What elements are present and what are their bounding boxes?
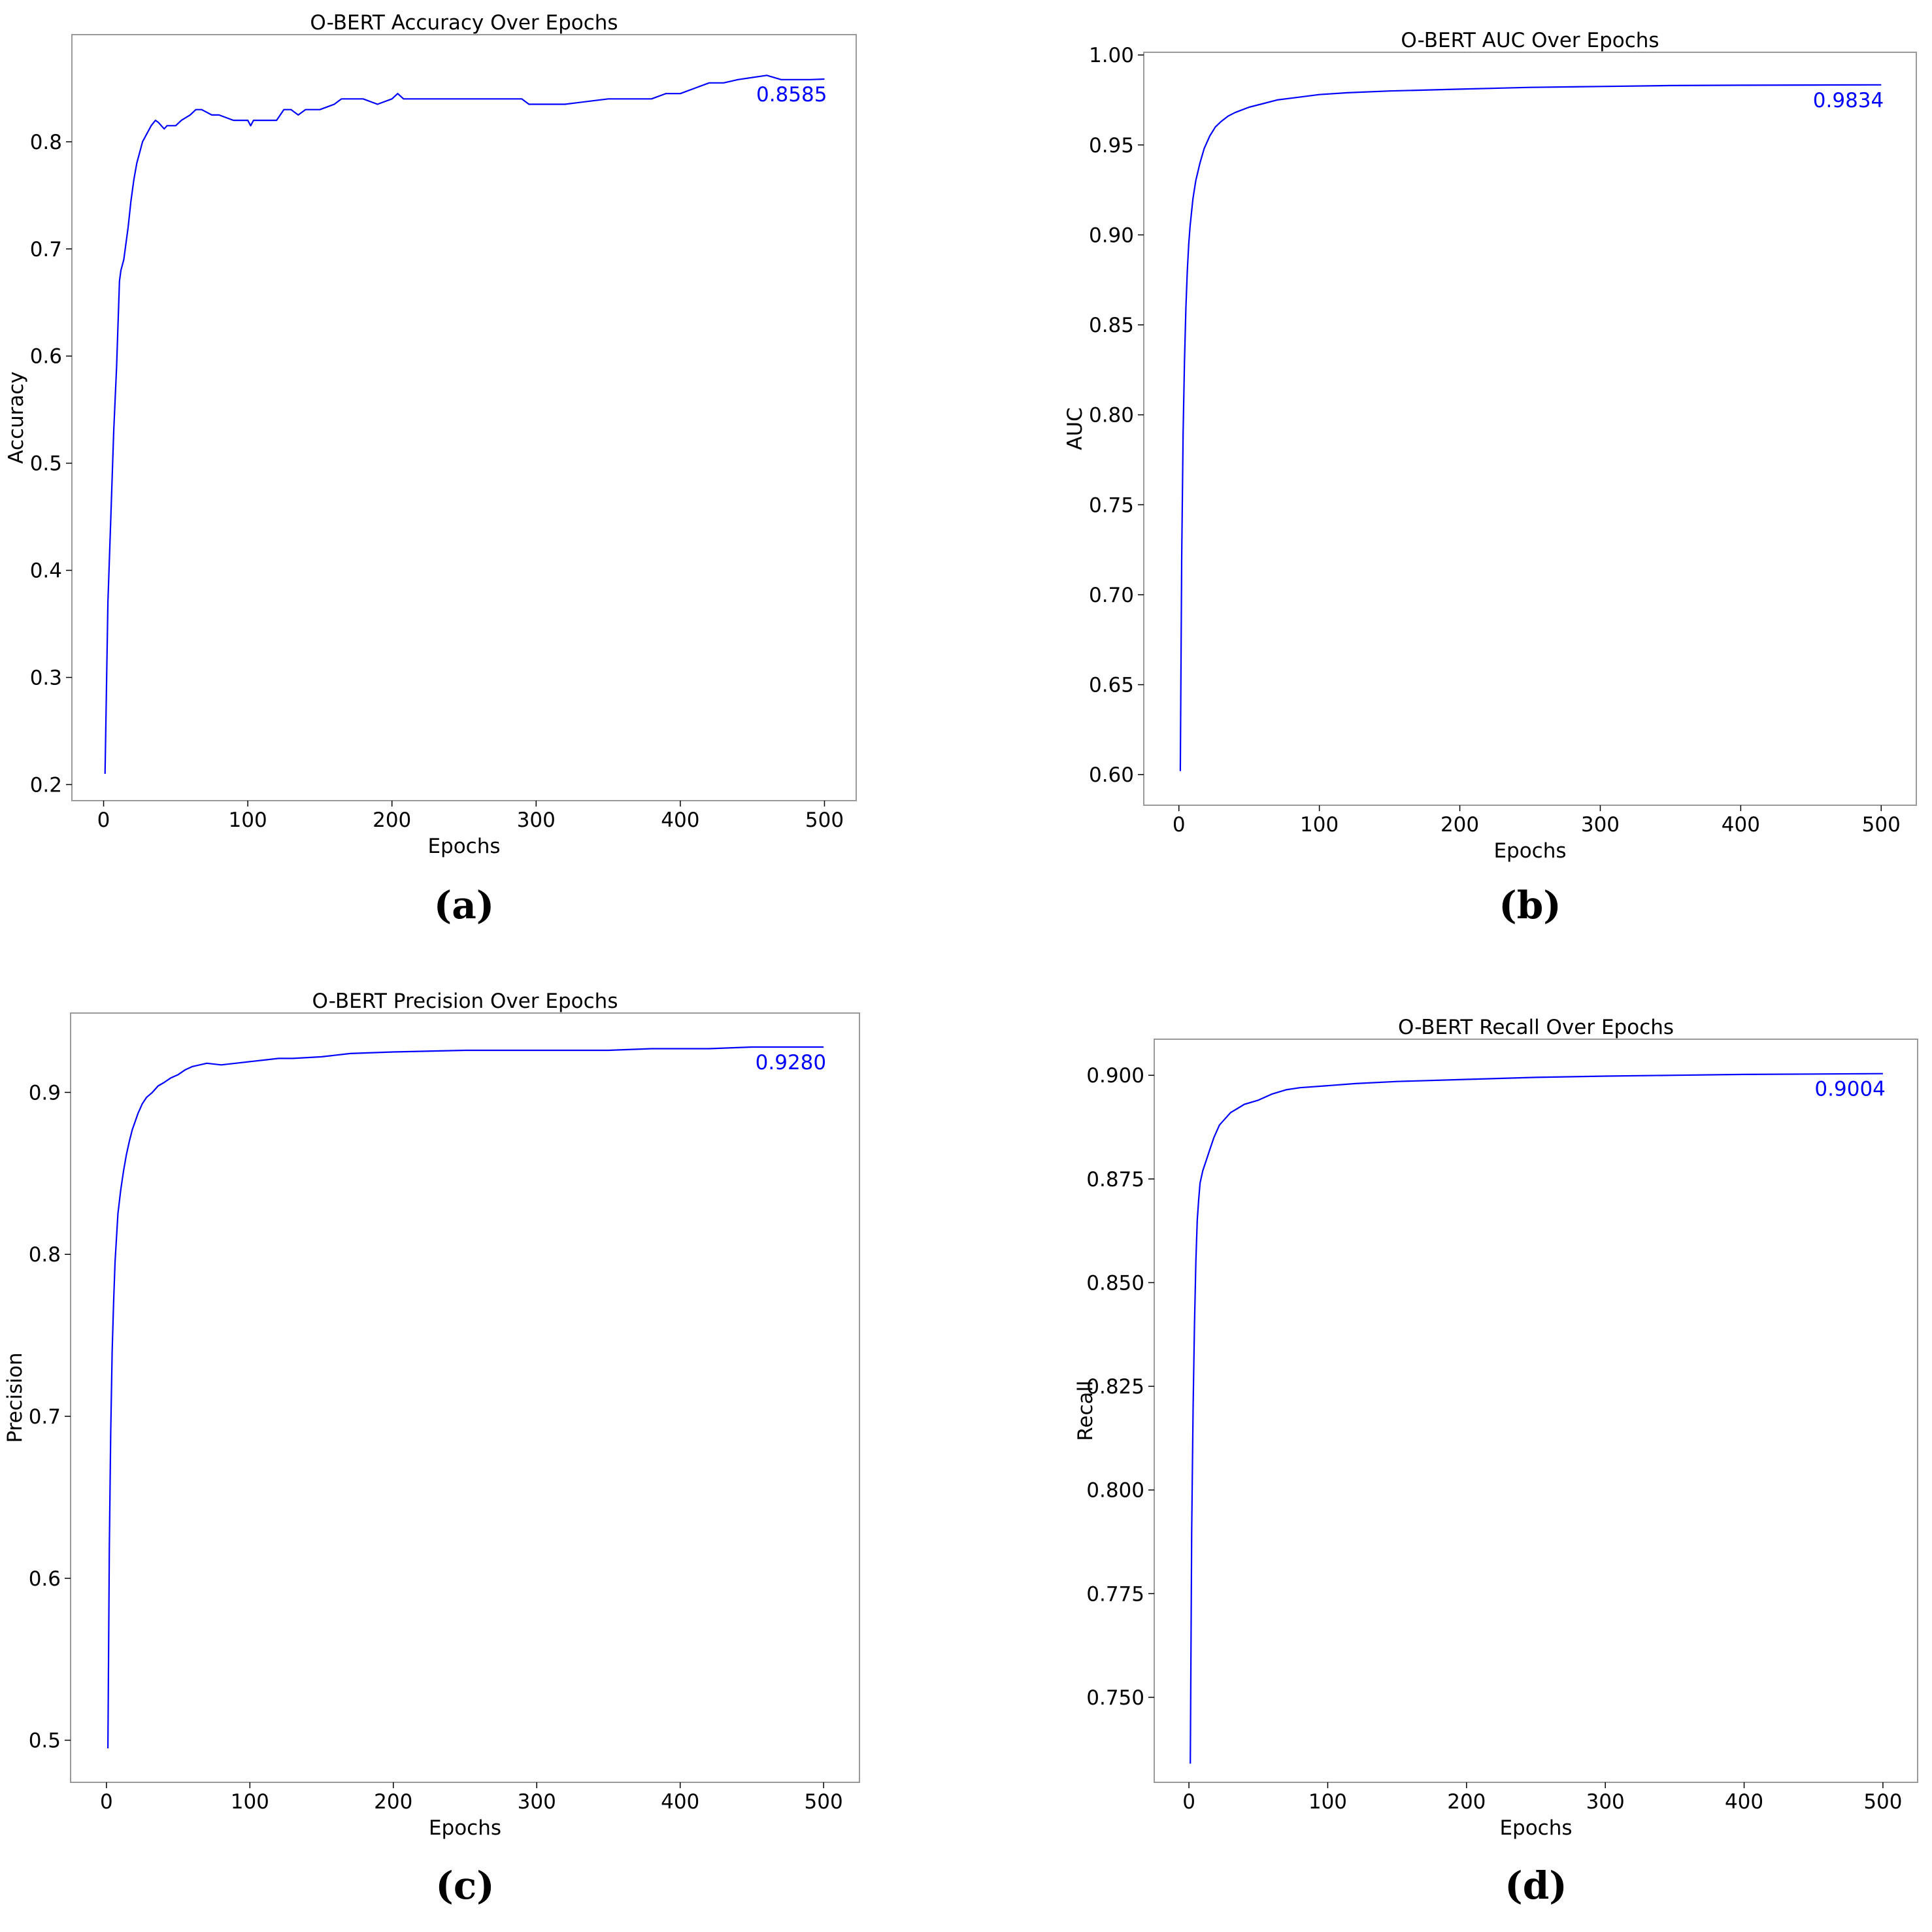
x-tick-label: 500 xyxy=(1863,1790,1902,1814)
y-axis-label: Accuracy xyxy=(5,371,28,464)
x-tick-label: 200 xyxy=(1447,1790,1486,1814)
y-tick-label: 0.65 xyxy=(1089,674,1134,697)
panel-label: (c) xyxy=(435,1863,494,1908)
chart-title: O-BERT AUC Over Epochs xyxy=(1401,29,1659,52)
chart-title: O-BERT Accuracy Over Epochs xyxy=(310,11,618,35)
chart-title: O-BERT Recall Over Epochs xyxy=(1398,1016,1674,1039)
series-line xyxy=(1179,84,1882,771)
x-tick-label: 400 xyxy=(661,1790,699,1814)
y-tick-label: 0.95 xyxy=(1089,134,1134,158)
y-tick-label: 0.775 xyxy=(1086,1582,1144,1606)
y-tick-label: 0.6 xyxy=(30,345,62,369)
x-tick-label: 0 xyxy=(97,808,110,832)
y-tick-label: 0.7 xyxy=(30,238,62,261)
y-tick-label: 0.75 xyxy=(1089,493,1134,517)
y-tick-label: 0.70 xyxy=(1089,584,1134,607)
chart-title: O-BERT Precision Over Epochs xyxy=(312,990,618,1013)
x-tick-label: 200 xyxy=(373,808,411,832)
x-tick-label: 300 xyxy=(517,808,556,832)
x-tick-label: 300 xyxy=(518,1790,556,1814)
y-tick-label: 0.850 xyxy=(1086,1271,1144,1295)
y-tick-label: 0.60 xyxy=(1089,763,1134,787)
y-tick-label: 0.3 xyxy=(30,666,62,690)
y-tick-label: 0.8 xyxy=(29,1243,61,1267)
x-tick-label: 300 xyxy=(1581,813,1620,837)
series-line xyxy=(107,1046,824,1749)
x-tick-label: 500 xyxy=(805,808,844,832)
x-tick-label: 500 xyxy=(805,1790,843,1814)
chart-panel: 0 100 200 300 400 500 0.5 0.6 0.7 0.8 0.9 O-BERT Pr… xyxy=(3,990,860,1908)
panel-label: (b) xyxy=(1499,883,1561,927)
x-tick-label: 0 xyxy=(1182,1790,1195,1814)
y-tick-label: 0.6 xyxy=(29,1567,61,1591)
x-tick-label: 500 xyxy=(1862,813,1901,837)
y-tick-label: 0.5 xyxy=(30,452,62,476)
x-tick-label: 100 xyxy=(229,808,267,832)
y-tick-label: 0.7 xyxy=(29,1405,61,1429)
y-tick-label: 1.00 xyxy=(1089,44,1134,67)
x-axis-label: Epochs xyxy=(1493,839,1566,863)
y-tick-label: 0.8 xyxy=(30,131,62,154)
final-value-label: 0.9834 xyxy=(1813,89,1884,112)
y-tick-label: 0.825 xyxy=(1086,1375,1144,1399)
x-tick-label: 300 xyxy=(1586,1790,1625,1814)
x-tick-label: 100 xyxy=(1300,813,1339,837)
y-tick-label: 0.9 xyxy=(29,1081,61,1105)
plot-frame xyxy=(1154,1039,1918,1783)
x-tick-label: 0 xyxy=(100,1790,113,1814)
x-tick-label: 400 xyxy=(1722,813,1760,837)
final-value-label: 0.9004 xyxy=(1814,1078,1885,1101)
final-value-label: 0.9280 xyxy=(756,1051,826,1074)
panel-label: (a) xyxy=(434,883,494,927)
plot-frame xyxy=(1143,52,1917,806)
final-value-label: 0.8585 xyxy=(756,83,827,107)
x-axis-label: Epochs xyxy=(427,835,500,858)
y-tick-label: 0.80 xyxy=(1089,404,1134,427)
y-tick-label: 0.900 xyxy=(1086,1064,1144,1088)
x-tick-label: 400 xyxy=(1725,1790,1763,1814)
y-tick-label: 0.4 xyxy=(30,559,62,583)
series-line xyxy=(104,75,825,774)
y-tick-label: 0.875 xyxy=(1086,1168,1144,1191)
x-tick-label: 200 xyxy=(374,1790,412,1814)
series-line xyxy=(1190,1073,1883,1764)
plot-frame xyxy=(71,34,857,801)
y-axis-label: Precision xyxy=(3,1352,27,1442)
y-tick-label: 0.85 xyxy=(1089,314,1134,337)
x-tick-label: 100 xyxy=(231,1790,269,1814)
chart-panel: 0 100 200 300 400 500 0.60 0.65 0.70 0.75 0.80 0.85… xyxy=(1063,29,1917,927)
x-tick-label: 100 xyxy=(1308,1790,1347,1814)
x-axis-label: Epochs xyxy=(1499,1816,1572,1840)
y-axis-label: AUC xyxy=(1063,407,1087,450)
x-axis-label: Epochs xyxy=(429,1816,501,1840)
panel-label: (d) xyxy=(1505,1863,1567,1908)
y-tick-label: 0.2 xyxy=(30,773,62,797)
x-tick-label: 400 xyxy=(661,808,699,832)
x-tick-label: 0 xyxy=(1173,813,1186,837)
chart-panel: 0 100 200 300 400 500 0.750 0.775 0.800 0.825 0.85… xyxy=(1074,1016,1918,1908)
x-tick-label: 200 xyxy=(1441,813,1479,837)
chart-panel: 0 100 200 300 400 500 0.2 0.3 0.4 0.5 0.6 0.7 0.8 O-B… xyxy=(5,11,857,927)
y-tick-label: 0.5 xyxy=(29,1729,61,1753)
y-tick-label: 0.800 xyxy=(1086,1479,1144,1503)
y-tick-label: 0.90 xyxy=(1089,224,1134,247)
plot-frame xyxy=(70,1012,860,1783)
y-axis-label: Recall xyxy=(1074,1380,1097,1441)
y-tick-label: 0.750 xyxy=(1086,1686,1144,1710)
